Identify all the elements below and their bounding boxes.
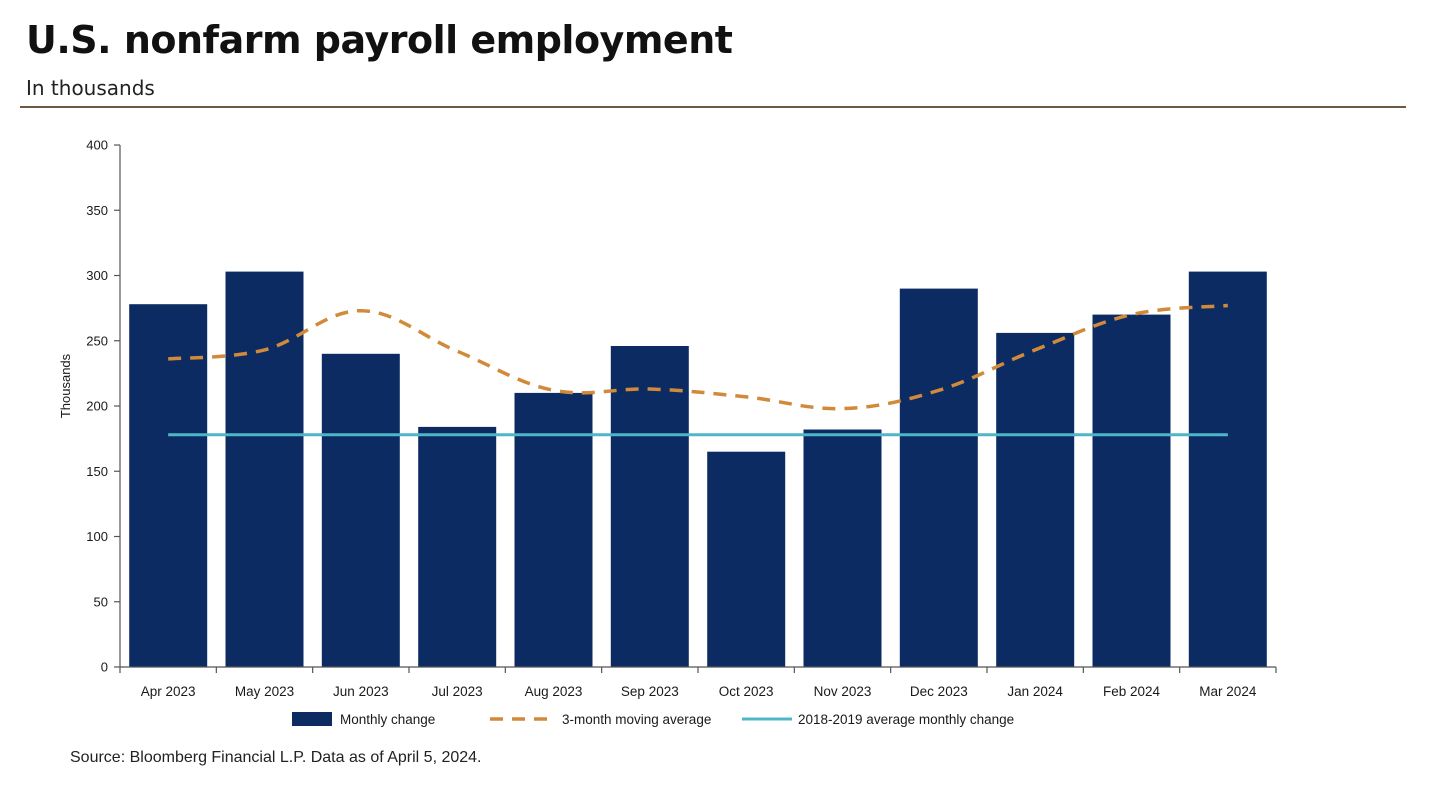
x-tick-label: Nov 2023	[814, 684, 872, 699]
x-tick-label: Feb 2024	[1103, 684, 1161, 699]
source-note: Source: Bloomberg Financial L.P. Data as…	[70, 749, 482, 766]
x-tick-label: Oct 2023	[719, 684, 774, 699]
title-divider	[20, 106, 1406, 108]
moving-average-line	[168, 303, 1228, 411]
x-tick-label: Mar 2024	[1199, 684, 1257, 699]
bar-feb-2024	[1092, 314, 1171, 667]
y-tick-label: 100	[86, 529, 108, 544]
y-tick-label: 50	[94, 594, 108, 609]
chart-subtitle: In thousands	[26, 76, 155, 100]
x-tick-label: Apr 2023	[141, 684, 196, 699]
legend-swatch-monthly-change	[292, 712, 332, 726]
x-tick-label: Sep 2023	[621, 684, 679, 699]
legend: Monthly change 3-month moving average 2018…	[292, 712, 1014, 727]
x-tick-label: Aug 2023	[525, 684, 583, 699]
bar-nov-2023	[803, 429, 882, 667]
x-tick-label: Dec 2023	[910, 684, 968, 699]
bars-group	[129, 271, 1267, 667]
y-tick-label: 300	[86, 268, 108, 283]
x-tick-label: Jan 2024	[1007, 684, 1063, 699]
bar-jul-2023	[418, 426, 497, 667]
legend-label-monthly-change: Monthly change	[340, 712, 435, 727]
y-tick-label: 250	[86, 333, 108, 348]
axes-group: 0 50 100 150 200 250 300 350 400 Thousands Apr 202…	[58, 138, 1277, 699]
bar-sep-2023	[610, 346, 689, 667]
y-tick-label: 0	[101, 660, 108, 675]
bar-oct-2023	[707, 451, 786, 667]
y-tick-label: 350	[86, 203, 108, 218]
chart-title: U.S. nonfarm payroll employment	[26, 18, 733, 62]
bar-mar-2024	[1188, 271, 1267, 667]
bar-apr-2023	[129, 304, 208, 667]
bar-aug-2023	[514, 392, 593, 667]
bar-may-2023	[225, 271, 304, 667]
legend-label-moving-average: 3-month moving average	[562, 712, 711, 727]
y-tick-label: 150	[86, 464, 108, 479]
x-tick-label: Jul 2023	[432, 684, 483, 699]
bar-jun-2023	[321, 353, 400, 667]
y-tick-label: 200	[86, 399, 108, 414]
lines-group	[168, 303, 1228, 437]
y-axis-title: Thousands	[58, 353, 73, 418]
bar-dec-2023	[899, 288, 978, 667]
x-tick-label: May 2023	[235, 684, 294, 699]
x-tick-label: Jun 2023	[333, 684, 389, 699]
legend-label-baseline: 2018-2019 average monthly change	[798, 712, 1014, 727]
bar-jan-2024	[996, 332, 1075, 667]
y-tick-label: 400	[86, 138, 108, 153]
payroll-chart: 0 50 100 150 200 250 300 350 400 Thousands Apr 202…	[58, 138, 1277, 727]
